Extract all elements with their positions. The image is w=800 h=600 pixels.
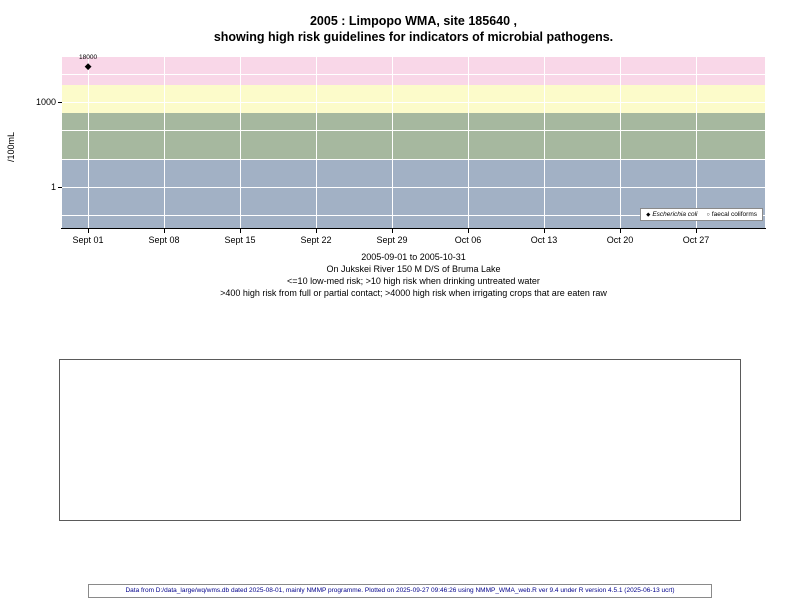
x-tick-label: Sept 29 [376, 235, 408, 245]
footer-note: Data from D:/data_large/wq/wms.db dated … [88, 584, 712, 598]
caption-guideline-drinking: <=10 low-med risk; >10 high risk when dr… [287, 276, 540, 286]
risk-band-drinking-high-risk [62, 113, 765, 159]
plot-area: ◆ Escherichia coli ○ faecal coliforms Se… [36, 53, 766, 245]
vertical-gridline [240, 57, 241, 228]
legend-item-faecal-coliforms: ○ faecal coliforms [707, 211, 757, 218]
x-axis-line [61, 228, 766, 229]
x-tick [316, 229, 317, 233]
footer-text: Data from D:/data_large/wq/wms.db dated … [125, 587, 675, 594]
legend: ◆ Escherichia coli ○ faecal coliforms [640, 208, 763, 221]
risk-band-irrigation-high-risk [62, 57, 765, 86]
x-tick [620, 229, 621, 233]
y-tick [58, 187, 62, 188]
risk-band-contact-high-risk [62, 85, 765, 114]
vertical-gridline [696, 57, 697, 228]
x-tick-label: Sept 22 [300, 235, 332, 245]
y-tick-label: 1000 [35, 97, 56, 107]
vertical-gridline [392, 57, 393, 228]
x-tick [392, 229, 393, 233]
y-tick-label: 1 [50, 182, 56, 192]
chart-caption: 2005-09-01 to 2005-10-31 On Jukskei Rive… [62, 251, 765, 299]
chart-title-line2: showing high risk guidelines for indicat… [213, 30, 614, 44]
x-tick [164, 229, 165, 233]
vertical-gridline [468, 57, 469, 228]
caption-date-range: 2005-09-01 to 2005-10-31 [361, 252, 466, 262]
empty-second-panel [59, 359, 741, 521]
horizontal-gridline [62, 215, 765, 216]
x-tick-label: Oct 20 [606, 235, 634, 245]
y-axis-label: /100mL [6, 131, 16, 162]
chart-title-line1: 2005 : Limpopo WMA, site 185640 , [309, 14, 517, 28]
data-point-escherichia-coli: ◆ [84, 61, 92, 72]
x-tick-label: Oct 13 [530, 235, 558, 245]
vertical-gridline [544, 57, 545, 228]
vertical-gridline [620, 57, 621, 228]
legend-item-escherichia-coli: ◆ Escherichia coli [646, 211, 697, 218]
x-tick [544, 229, 545, 233]
chart-title: 2005 : Limpopo WMA, site 185640 , showin… [62, 13, 765, 45]
horizontal-gridline [62, 130, 765, 131]
open-circle-icon: ○ [706, 211, 710, 218]
x-tick [696, 229, 697, 233]
caption-guideline-contact-irrigation: >400 high risk from full or partial cont… [220, 288, 607, 298]
vertical-gridline [316, 57, 317, 228]
y-tick [58, 102, 62, 103]
data-point-value-label: 18000 [78, 53, 98, 61]
vertical-gridline [88, 57, 89, 228]
x-tick-label: Sept 01 [72, 235, 104, 245]
x-tick [468, 229, 469, 233]
legend-label-faecal-coliforms: faecal coliforms [711, 211, 757, 218]
x-tick-label: Oct 06 [454, 235, 482, 245]
x-tick-label: Sept 15 [224, 235, 256, 245]
horizontal-gridline [62, 159, 765, 160]
horizontal-gridline [62, 102, 765, 103]
x-tick [240, 229, 241, 233]
horizontal-gridline [62, 74, 765, 75]
x-tick [88, 229, 89, 233]
x-tick-label: Sept 08 [148, 235, 180, 245]
vertical-gridline [164, 57, 165, 228]
legend-label-escherichia-coli: Escherichia coli [652, 211, 698, 218]
filled-diamond-icon: ◆ [646, 211, 651, 218]
horizontal-gridline [62, 187, 765, 188]
x-tick-label: Oct 27 [682, 235, 710, 245]
caption-site-description: On Jukskei River 150 M D/S of Bruma Lake [326, 264, 501, 274]
